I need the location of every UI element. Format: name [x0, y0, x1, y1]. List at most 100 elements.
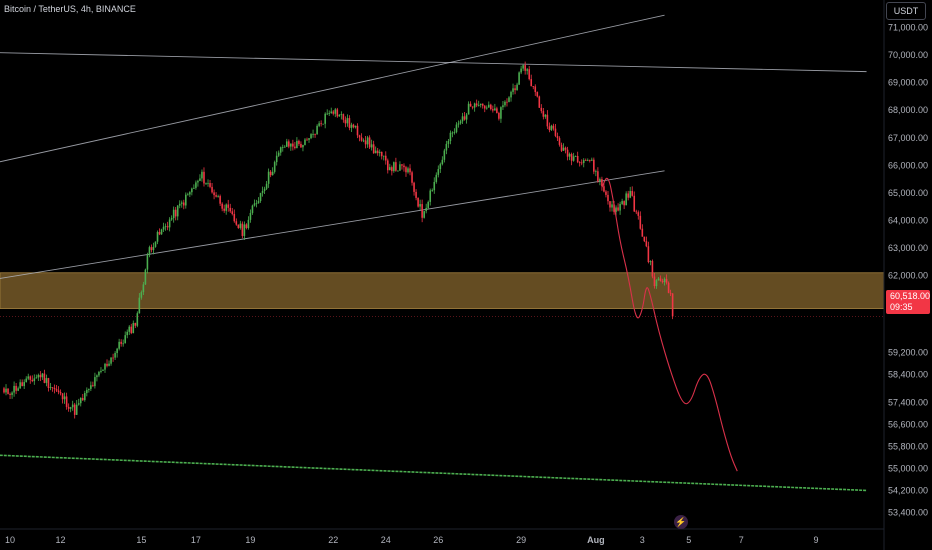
candle-body — [639, 215, 642, 229]
time-tick-label: 12 — [56, 535, 66, 545]
time-tick-label: 26 — [433, 535, 443, 545]
candle-body — [257, 200, 260, 204]
candle-body — [538, 96, 541, 108]
candle-body — [275, 155, 278, 163]
candle-body — [160, 229, 163, 235]
candle-body — [459, 121, 462, 124]
candle-body — [193, 187, 195, 189]
candle-body — [360, 137, 363, 141]
candle-body — [605, 191, 607, 195]
trend-line-channel-upper[interactable] — [0, 14, 665, 165]
candle-body — [403, 165, 405, 168]
candle-body — [572, 156, 575, 161]
candle-body — [120, 341, 122, 344]
candle-body — [653, 276, 656, 287]
candle-body — [671, 293, 674, 317]
candle-body — [23, 382, 25, 387]
candle-body — [128, 326, 131, 332]
candle-body — [609, 201, 611, 208]
currency-badge[interactable]: USDT — [886, 2, 926, 20]
support-zone[interactable] — [0, 272, 885, 309]
candle-body — [5, 388, 7, 393]
candle-body — [156, 232, 159, 242]
candle-body — [611, 204, 613, 208]
candle-body — [332, 111, 335, 114]
candle-body — [364, 140, 367, 145]
candle-body — [597, 171, 599, 182]
price-axis-background — [884, 0, 932, 550]
candle-body — [516, 84, 518, 91]
candle-body — [344, 119, 347, 124]
candle-body — [61, 393, 64, 400]
candle-body — [366, 137, 369, 145]
price-tick-label: 68,000.00 — [888, 105, 928, 115]
candle-body — [25, 378, 28, 383]
trend-line-channel-lower[interactable] — [0, 170, 665, 281]
candle-body — [425, 207, 427, 212]
candle-body — [663, 278, 666, 283]
candle-body — [158, 232, 161, 235]
candle-body — [306, 139, 308, 141]
candle-body — [300, 143, 302, 148]
time-tick-label: 22 — [328, 535, 338, 545]
forecast-path[interactable] — [601, 177, 738, 472]
candle-body — [637, 212, 640, 216]
candle-body — [43, 373, 46, 383]
candle-body — [251, 205, 254, 213]
bar-countdown: 09:35 — [890, 302, 913, 312]
candle-body — [645, 241, 648, 247]
candle-body — [584, 160, 587, 161]
candle-body — [407, 168, 409, 173]
candle-body — [239, 223, 242, 228]
candle-body — [241, 223, 244, 236]
candle-body — [522, 65, 524, 69]
candle-body — [589, 160, 591, 161]
candle-body — [104, 363, 106, 370]
price-tick-label: 66,000.00 — [888, 160, 928, 170]
candle-body — [124, 335, 126, 344]
candle-body — [324, 113, 326, 124]
candle-body — [205, 183, 207, 185]
candle-body — [667, 282, 670, 293]
candle-body — [475, 103, 478, 106]
candle-body — [560, 144, 563, 151]
candle-body — [279, 147, 282, 153]
candle-body — [195, 182, 197, 188]
candle-body — [580, 162, 583, 164]
candle-body — [191, 188, 193, 193]
candle-body — [245, 224, 248, 229]
time-axis[interactable]: 10 12 15 17 19 22 24 26 29 Aug 3 5 7 9 — [5, 535, 818, 545]
candle-body — [312, 134, 314, 135]
candle-body — [546, 114, 549, 127]
lightning-icon[interactable]: ⚡ — [674, 515, 688, 529]
candle-body — [504, 101, 506, 106]
candle-body — [7, 388, 9, 394]
candle-body — [562, 147, 565, 151]
candle-body — [263, 188, 266, 191]
candle-body — [296, 140, 298, 149]
candle-body — [380, 151, 383, 157]
time-tick-label: 24 — [381, 535, 391, 545]
candle-body — [90, 385, 92, 389]
support-trend-line[interactable] — [0, 454, 867, 492]
candle-body — [455, 124, 458, 133]
candle-body — [243, 224, 246, 236]
candle-body — [146, 255, 149, 270]
candle-body — [368, 137, 371, 148]
candle-body — [182, 202, 185, 206]
candle-body — [627, 193, 629, 198]
candle-body — [189, 192, 191, 195]
candle-body — [635, 211, 638, 213]
candle-body — [607, 194, 609, 202]
candle-body — [530, 79, 533, 87]
symbol-title[interactable]: Bitcoin / TetherUS, 4h, BINANCE — [4, 4, 136, 14]
candle-body — [356, 125, 359, 136]
trend-line-horizontal-resistance[interactable] — [0, 52, 867, 73]
candle-body — [595, 171, 597, 173]
candle-body — [142, 284, 145, 293]
price-tick-label: 57,400.00 — [888, 397, 928, 407]
candle-body — [441, 159, 444, 165]
candle-body — [211, 186, 213, 193]
candle-body — [106, 363, 108, 366]
